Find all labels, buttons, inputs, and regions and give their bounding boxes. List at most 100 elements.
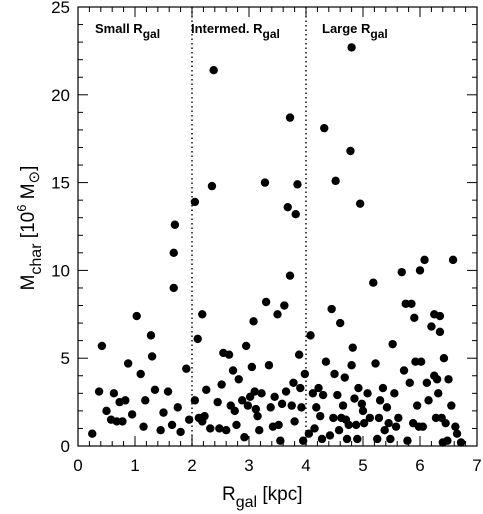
data-point [412,401,422,410]
data-point [382,403,392,412]
data-point [193,334,202,344]
data-point [202,385,211,395]
data-point [250,387,259,396]
data-point [346,146,355,156]
data-point [448,255,458,265]
data-point [270,392,279,402]
data-point [451,422,460,431]
data-point [298,436,308,445]
y-axis-label: Mchar [106 M⊙] [14,166,45,291]
data-point [320,123,329,133]
data-point [167,420,177,430]
x-tick-label: 4 [301,456,310,475]
data-point [422,378,432,387]
data-point [234,375,243,384]
data-point [314,383,323,393]
data-point [176,427,185,437]
data-point [222,425,231,435]
data-point [373,434,382,444]
data-point [348,343,357,352]
data-point [213,397,222,407]
data-point [266,403,275,412]
data-point [357,399,367,409]
y-tick-label: 0 [61,437,70,456]
data-point [283,202,292,212]
data-point [369,278,378,287]
data-point [410,313,419,323]
data-point [300,369,310,379]
data-point [386,434,395,444]
x-tick-label: 5 [358,456,367,475]
data-point [439,354,449,363]
data-point [338,401,348,410]
data-point [351,420,361,430]
data-point [405,378,414,387]
y-tick-label: 5 [61,349,70,368]
x-tick-label: 3 [244,456,253,475]
data-point [358,406,368,416]
data-point [290,417,299,426]
data-point [310,424,319,433]
data-point [354,383,363,393]
data-point [331,176,340,186]
data-point [316,411,325,421]
data-point [249,317,258,326]
data-point [169,283,178,293]
data-point [109,389,119,398]
data-point [289,378,298,387]
data-point [330,369,339,379]
x-tick-label: 0 [73,456,82,475]
data-point [297,403,306,412]
data-point [365,413,375,423]
region-dividers [191,7,307,446]
data-point [200,411,209,421]
data-point [434,389,443,398]
data-point [363,389,372,398]
y-tick-label: 10 [51,261,70,280]
data-point [276,436,285,445]
data-point [198,310,207,319]
data-point [318,390,328,400]
data-point [230,406,239,416]
data-point [287,401,296,410]
data-point [444,375,453,384]
data-point [190,396,200,405]
data-point [261,297,271,307]
data-point [224,350,234,359]
data-point [359,418,369,428]
data-point [407,299,416,308]
region-label-2: Large Rgal [322,21,388,41]
data-point [257,389,266,398]
data-point [293,180,302,189]
data-point [206,424,215,433]
data-point [209,66,218,75]
data-point [240,433,249,442]
data-point [427,322,436,331]
data-point [285,113,295,122]
data-point [347,43,356,52]
data-point [394,413,403,423]
x-tick-label: 7 [472,456,481,475]
data-point [232,420,241,430]
data-point [304,429,314,438]
data-point [141,396,150,405]
data-point [333,390,342,400]
data-point [403,436,412,445]
y-tick-label: 15 [51,174,70,193]
data-point [399,366,409,375]
data-point [207,181,217,191]
data-point [94,387,104,396]
data-point [253,411,262,421]
data-point [415,266,425,275]
data-point [452,429,462,438]
y-tick-label: 25 [51,0,70,17]
data-point [388,339,397,349]
data-point [418,422,428,431]
data-point [432,375,442,384]
data-point [384,418,393,428]
y-tick-label: 20 [51,86,70,105]
data-point [374,413,384,423]
data-point [391,422,401,431]
data-point [190,197,200,207]
